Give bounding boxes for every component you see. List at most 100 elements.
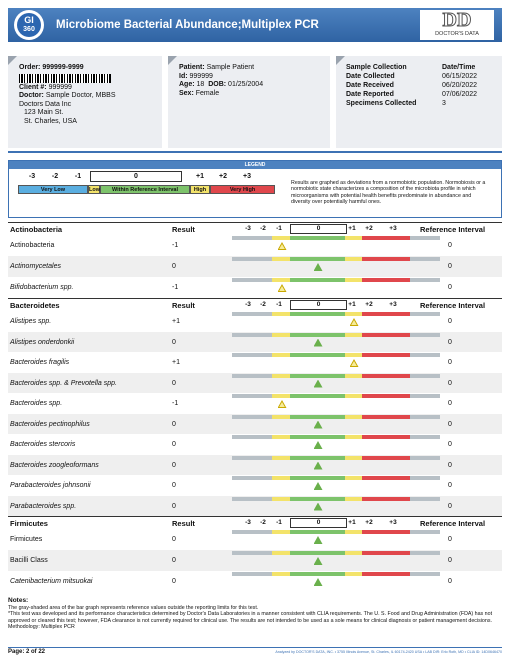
sample-label: Date Received [346,82,394,89]
bar-segment [290,312,345,316]
id-line: Id: 999999 [179,73,263,82]
ref-value: 0 [448,242,452,249]
bar-segment [290,278,345,282]
bar-segment [410,236,440,240]
bar-segment [345,530,362,534]
bar-segment [362,332,410,337]
age-label: Age: [179,81,195,89]
ref-value: 0 [448,263,452,270]
notes-title: Notes: [8,597,29,604]
bar-segment [290,373,345,378]
result-marker-fill [279,244,285,250]
result-marker [313,263,323,271]
legend-band: Very High [210,185,275,194]
scale-label: +3 [389,225,397,232]
logo-inner: GI 360 [17,13,41,37]
bar-segment [362,257,410,261]
bar-segment [410,476,440,480]
order-number: 999999-9999 [42,64,84,71]
result-value: -1 [172,242,179,249]
bar-segment [272,257,290,261]
result-marker [313,557,323,565]
result-value: 0 [172,461,176,469]
note-line: Methodology: Multiplex PCR [8,623,75,630]
result-value: 0 [172,379,176,387]
order-label: Order: [19,64,41,71]
bar-segment [232,414,272,419]
dob: 01/25/2004 [228,81,264,89]
bar-segment [272,530,290,534]
bar-segment [290,353,345,357]
bar-segment [345,496,362,501]
bar-segment [232,530,272,534]
bar-segment [290,572,345,576]
bar-segment [410,353,440,357]
ref-value: 0 [448,578,452,585]
doctor-line: Doctor: Sample Doctor, MBBS [19,92,115,101]
note-line: *This test was developed and its perform… [8,611,493,624]
bar-segment [345,373,362,378]
result-header: Result [172,225,195,234]
legend-scale-label: +3 [243,173,251,180]
corner [336,56,345,65]
bar-segment [232,476,272,480]
bar-segment [290,455,345,460]
bar-segment [362,278,410,282]
result-value: 0 [172,482,176,489]
row-shade [8,372,502,393]
sex-line: Sex: Female [179,90,263,99]
sample-label: Specimens Collected [346,100,417,107]
result-value: 0 [172,338,176,346]
order-line: Order: 999999-9999 [19,64,115,73]
bar-segment [410,496,440,501]
bar-segment [272,312,290,316]
row-shade [8,256,502,277]
bar-segment [345,312,362,316]
bar-segment [410,394,440,398]
analyte-name: Bacteroides spp. & Prevotella spp. [10,379,118,387]
bar-segment [345,394,362,398]
bar-segment [345,278,362,282]
bar-segment [362,476,410,480]
legend-band: Within Reference Interval [100,185,190,194]
ref-value: 0 [448,557,452,564]
bar-segment [345,257,362,261]
bar-segment [272,551,290,555]
analyte-name: Bacteroides pectinophilus [10,420,90,428]
bar-segment [362,530,410,534]
legend-scale-label: -1 [74,173,82,180]
result-marker-fill [351,320,357,326]
analyte-name: Catenibacterium mitsuokai [10,578,93,585]
legend-scale-label: 0 [90,171,182,182]
ref-value: 0 [448,420,452,428]
sample-box: Sample Collection Date/Time Date Collected… [336,56,502,148]
bar-segment [345,353,362,357]
ref-value: 0 [448,400,452,407]
scale-label: +1 [348,519,356,526]
sex: Female [195,89,220,97]
legend-scale-label: +1 [196,173,204,180]
brand-mark: DD [442,9,472,31]
bar-segment [290,551,345,555]
scale-label: -2 [260,301,266,308]
ref-header: Reference Interval [420,519,486,528]
bar-segment [410,257,440,261]
patient-name: Sample Patient [206,64,255,71]
legend-scale-label: -3 [28,173,36,180]
logo-bottom: 360 [23,26,35,33]
footer-rule [8,647,502,648]
notes: Notes: The gray-shaded area of the bar g… [8,597,502,630]
barcode [19,73,111,83]
legend-scale-label: +2 [219,173,227,180]
sample-label: Date Reported [346,91,394,98]
sample-value: 3 [442,100,446,107]
ref-value: 0 [448,441,452,448]
age-line: Age: 18 DOB: 01/25/2004 [179,81,263,90]
analyte-name: Actinobacteria [10,242,55,249]
bar-segment [232,572,272,576]
scale-label: +2 [365,225,373,232]
scale-label: +2 [365,301,373,308]
bar-segment [272,435,290,439]
bar-segment [362,496,410,501]
